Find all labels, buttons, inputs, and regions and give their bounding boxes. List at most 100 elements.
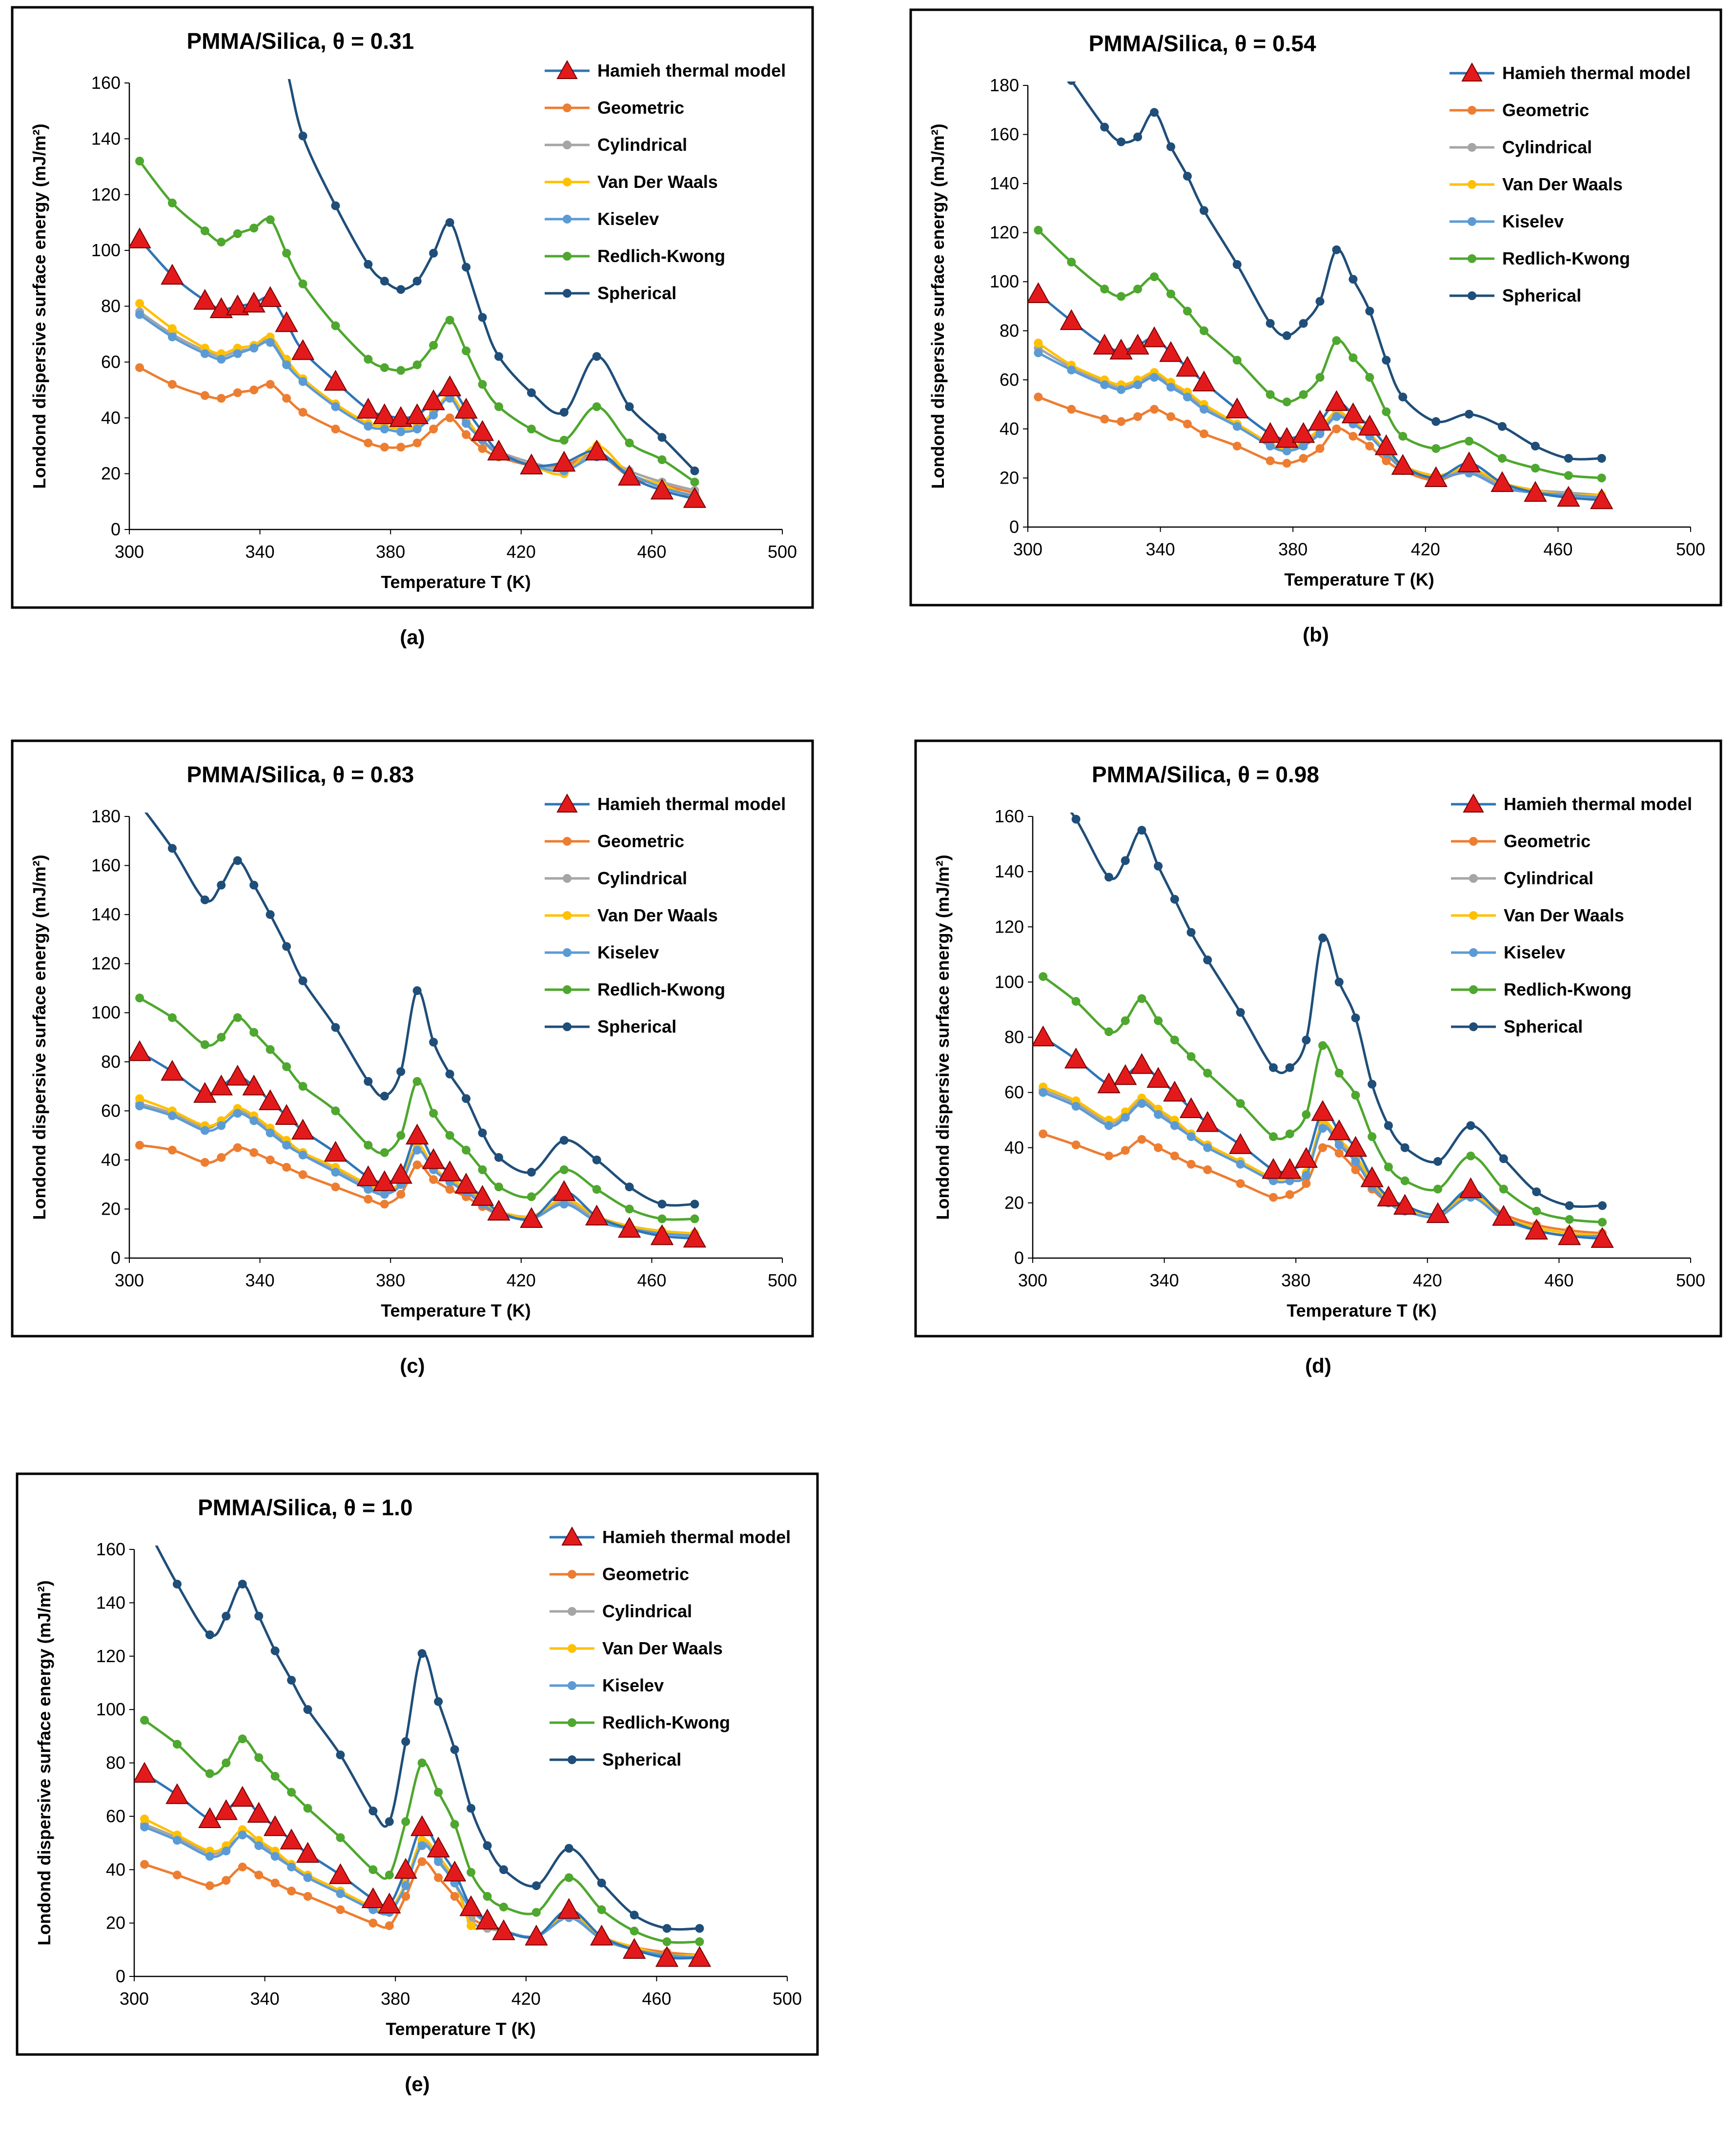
data-point	[378, 1892, 401, 1913]
data-point	[1203, 956, 1212, 965]
data-point	[597, 1878, 606, 1888]
data-point	[462, 419, 471, 428]
data-point	[1150, 108, 1159, 117]
data-point	[617, 1217, 641, 1238]
data-point	[1266, 390, 1275, 399]
data-point	[592, 1185, 601, 1194]
legend-marker	[563, 948, 572, 957]
x-axis-label: Temperature T (K)	[381, 572, 531, 592]
data-point	[1308, 409, 1332, 431]
data-point	[1282, 447, 1291, 456]
legend-item-van-der-waals: Van Der Waals	[550, 1638, 723, 1658]
data-point	[222, 1876, 231, 1885]
x-tick-label: 500	[768, 1270, 797, 1290]
data-point	[1491, 471, 1514, 492]
legend-marker	[561, 1526, 583, 1546]
plot-area	[129, 79, 707, 508]
data-point	[1039, 972, 1048, 981]
data-point	[1497, 454, 1507, 463]
data-point	[270, 1646, 280, 1655]
data-point	[1266, 456, 1275, 466]
data-point	[275, 1104, 298, 1125]
data-point	[467, 1868, 476, 1877]
chart-title: PMMA/Silica, θ = 0.98	[1092, 762, 1319, 787]
data-point	[690, 466, 699, 475]
data-point	[559, 1136, 569, 1145]
data-point	[1334, 1149, 1344, 1158]
data-point	[129, 227, 151, 248]
data-point	[406, 1123, 429, 1145]
chart-svg: PMMA/Silica, θ = 0.83 0 20 40 60 80 100 120 140 1…	[11, 739, 814, 1377]
chart-title: PMMA/Silica, θ = 0.31	[186, 28, 414, 54]
data-point	[1598, 1218, 1607, 1227]
data-point	[1302, 1110, 1311, 1119]
y-tick-label: 60	[106, 1806, 125, 1826]
data-point	[1154, 861, 1163, 871]
data-point	[1398, 431, 1408, 441]
data-point	[401, 1892, 410, 1901]
data-point	[1225, 397, 1249, 419]
data-point	[478, 1128, 487, 1138]
data-point	[657, 1200, 667, 1209]
data-point	[396, 366, 406, 375]
data-point	[1186, 1052, 1196, 1061]
data-point	[655, 1946, 679, 1967]
data-point	[249, 344, 259, 353]
data-point	[1532, 1206, 1541, 1216]
data-point	[380, 1200, 389, 1209]
data-point	[1532, 1187, 1541, 1197]
data-point	[1232, 260, 1242, 269]
data-point	[328, 1863, 352, 1884]
data-point	[266, 215, 275, 224]
data-point	[298, 377, 307, 386]
legend-label: Geometric	[597, 831, 684, 851]
data-point	[1133, 380, 1143, 389]
data-point	[1117, 385, 1126, 394]
data-point	[1285, 1190, 1294, 1199]
data-point	[298, 407, 307, 417]
chart-panel-d: PMMA/Silica, θ = 0.98 0 20 40 60 80 100 120 140 1…	[914, 739, 1722, 1390]
data-point	[1100, 380, 1109, 389]
data-point	[1365, 306, 1374, 316]
data-point	[249, 1148, 259, 1157]
x-tick-label: 380	[376, 542, 405, 562]
data-point	[1170, 895, 1179, 904]
data-point	[412, 438, 422, 448]
y-tick-label: 80	[106, 1753, 125, 1773]
data-point	[1166, 289, 1175, 299]
legend: Hamieh thermal model Geometric Cylindrical…	[1451, 793, 1692, 1037]
y-tick-label: 20	[1004, 1193, 1024, 1213]
series-hamieh-thermal-model	[129, 227, 707, 508]
x-tick-label: 420	[507, 542, 536, 562]
chart-svg: PMMA/Silica, θ = 1.0 0 20 40 60 80 100 120 140 16…	[16, 1472, 819, 2095]
data-point	[167, 1111, 177, 1120]
data-point	[1315, 429, 1325, 438]
data-point	[410, 1815, 434, 1836]
data-point	[1398, 392, 1408, 402]
data-point	[217, 1121, 226, 1130]
data-point	[217, 355, 226, 364]
legend-label: Kiselev	[597, 209, 659, 229]
legend-label: Van Der Waals	[597, 172, 718, 192]
y-tick-label: 20	[1000, 468, 1019, 488]
data-point	[368, 1806, 378, 1815]
legend-item-hamieh-thermal-model: Hamieh thermal model	[1451, 793, 1692, 814]
data-point	[492, 1919, 515, 1940]
legend-marker	[1463, 793, 1484, 813]
data-point	[1465, 409, 1474, 419]
data-point	[1064, 1047, 1088, 1069]
data-point	[1100, 122, 1109, 132]
data-point	[233, 1013, 242, 1022]
data-point	[1236, 1008, 1245, 1017]
chart-svg: PMMA/Silica, θ = 0.98 0 20 40 60 80 100 120 140 1…	[914, 739, 1722, 1377]
plot-area	[1028, 81, 1613, 509]
x-tick-label: 380	[1281, 1270, 1310, 1290]
data-point	[401, 1817, 410, 1826]
legend-item-hamieh-thermal-model: Hamieh thermal model	[545, 60, 786, 81]
legend-label: Van Der Waals	[597, 905, 718, 925]
data-point	[331, 1168, 340, 1177]
data-point	[1104, 1151, 1114, 1160]
legend-marker	[568, 1681, 576, 1690]
y-tick-label: 100	[91, 1002, 121, 1022]
x-tick-label: 380	[1278, 539, 1307, 559]
